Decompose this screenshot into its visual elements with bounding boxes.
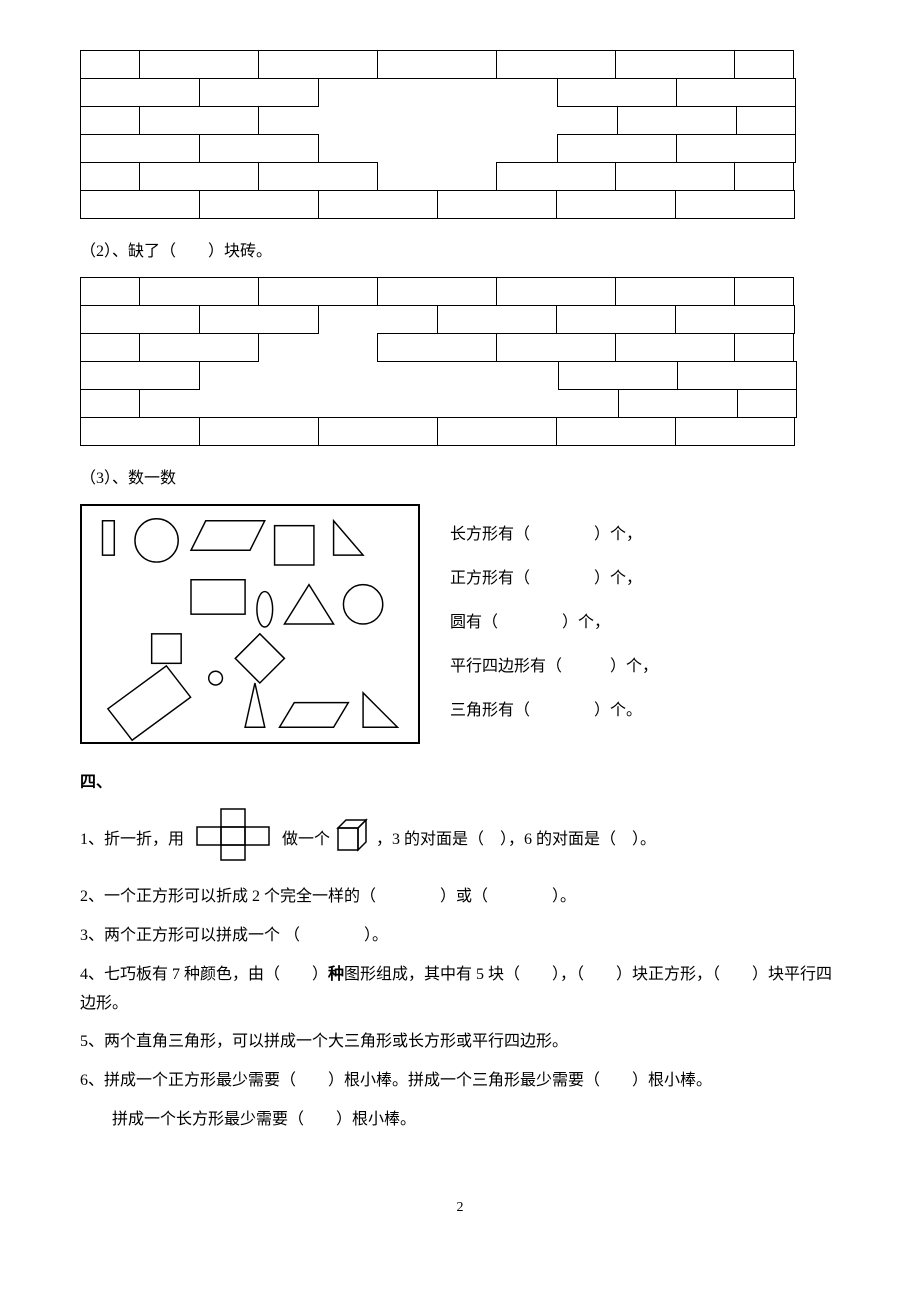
cube-icon: [334, 816, 372, 865]
brick-row: [80, 333, 840, 361]
s4-q4-a: 4、七巧板有 7 种颜色，由（ ）: [80, 966, 328, 983]
q3-label: （3）、数一数: [80, 465, 840, 494]
s4-q4-bold: 种: [328, 966, 344, 983]
brick-row: [80, 277, 840, 305]
count-circle: 圆有（ ）个，: [450, 609, 658, 638]
brick-wall-1: [80, 50, 840, 218]
q2-label: （2）、缺了（ ）块砖。: [80, 238, 840, 267]
s4-q4: 4、七巧板有 7 种颜色，由（ ）种图形组成，其中有 5 块（ ），（ ）块正方…: [80, 961, 840, 1019]
brick-row: [80, 106, 840, 134]
brick-row: [80, 305, 840, 333]
section4-heading: 四、: [80, 769, 840, 798]
count-square: 正方形有（ ）个，: [450, 565, 658, 594]
cross-net-icon: [188, 807, 278, 873]
s4-q1-post: ，3 的对面是（ ），6 的对面是（ ）。: [376, 826, 656, 855]
brick-row: [80, 78, 840, 106]
s4-q1: 1、折一折，用 做一个 ，3 的对面是（ ），6 的对面是（ ）。: [80, 807, 840, 873]
counts-list: 长方形有（ ）个， 正方形有（ ）个， 圆有（ ）个， 平行四边形有（ ）个， …: [450, 504, 658, 744]
brick-row: [80, 417, 840, 445]
s4-q5: 5、两个直角三角形，可以拼成一个大三角形或长方形或平行四边形。: [80, 1028, 840, 1057]
count-rect: 长方形有（ ）个，: [450, 521, 658, 550]
shapes-box: [80, 504, 420, 744]
s4-q2: 2、一个正方形可以折成 2 个完全一样的（ ）或（ ）。: [80, 883, 840, 912]
count-parallelogram: 平行四边形有（ ）个，: [450, 653, 658, 682]
s4-q6b: 拼成一个长方形最少需要（ ）根小棒。: [80, 1106, 840, 1135]
s4-q6a: 6、拼成一个正方形最少需要（ ）根小棒。拼成一个三角形最少需要（ ）根小棒。: [80, 1067, 840, 1096]
section-4: 四、 1、折一折，用 做一个 ，3 的对面是（ ），6 的对面是（ ）。 2、一…: [80, 769, 840, 1135]
q3-container: 长方形有（ ）个， 正方形有（ ）个， 圆有（ ）个， 平行四边形有（ ）个， …: [80, 504, 840, 744]
page-number: 2: [80, 1195, 840, 1220]
brick-row: [80, 50, 840, 78]
brick-row: [80, 162, 840, 190]
s4-q1-mid: 做一个: [282, 826, 330, 855]
s4-q1-pre: 1、折一折，用: [80, 826, 184, 855]
brick-row: [80, 361, 840, 389]
count-triangle: 三角形有（ ）个。: [450, 697, 658, 726]
brick-row: [80, 134, 840, 162]
brick-wall-2: [80, 277, 840, 445]
brick-row: [80, 389, 840, 417]
brick-row: [80, 190, 840, 218]
s4-q3: 3、两个正方形可以拼成一个 （ ）。: [80, 922, 840, 951]
